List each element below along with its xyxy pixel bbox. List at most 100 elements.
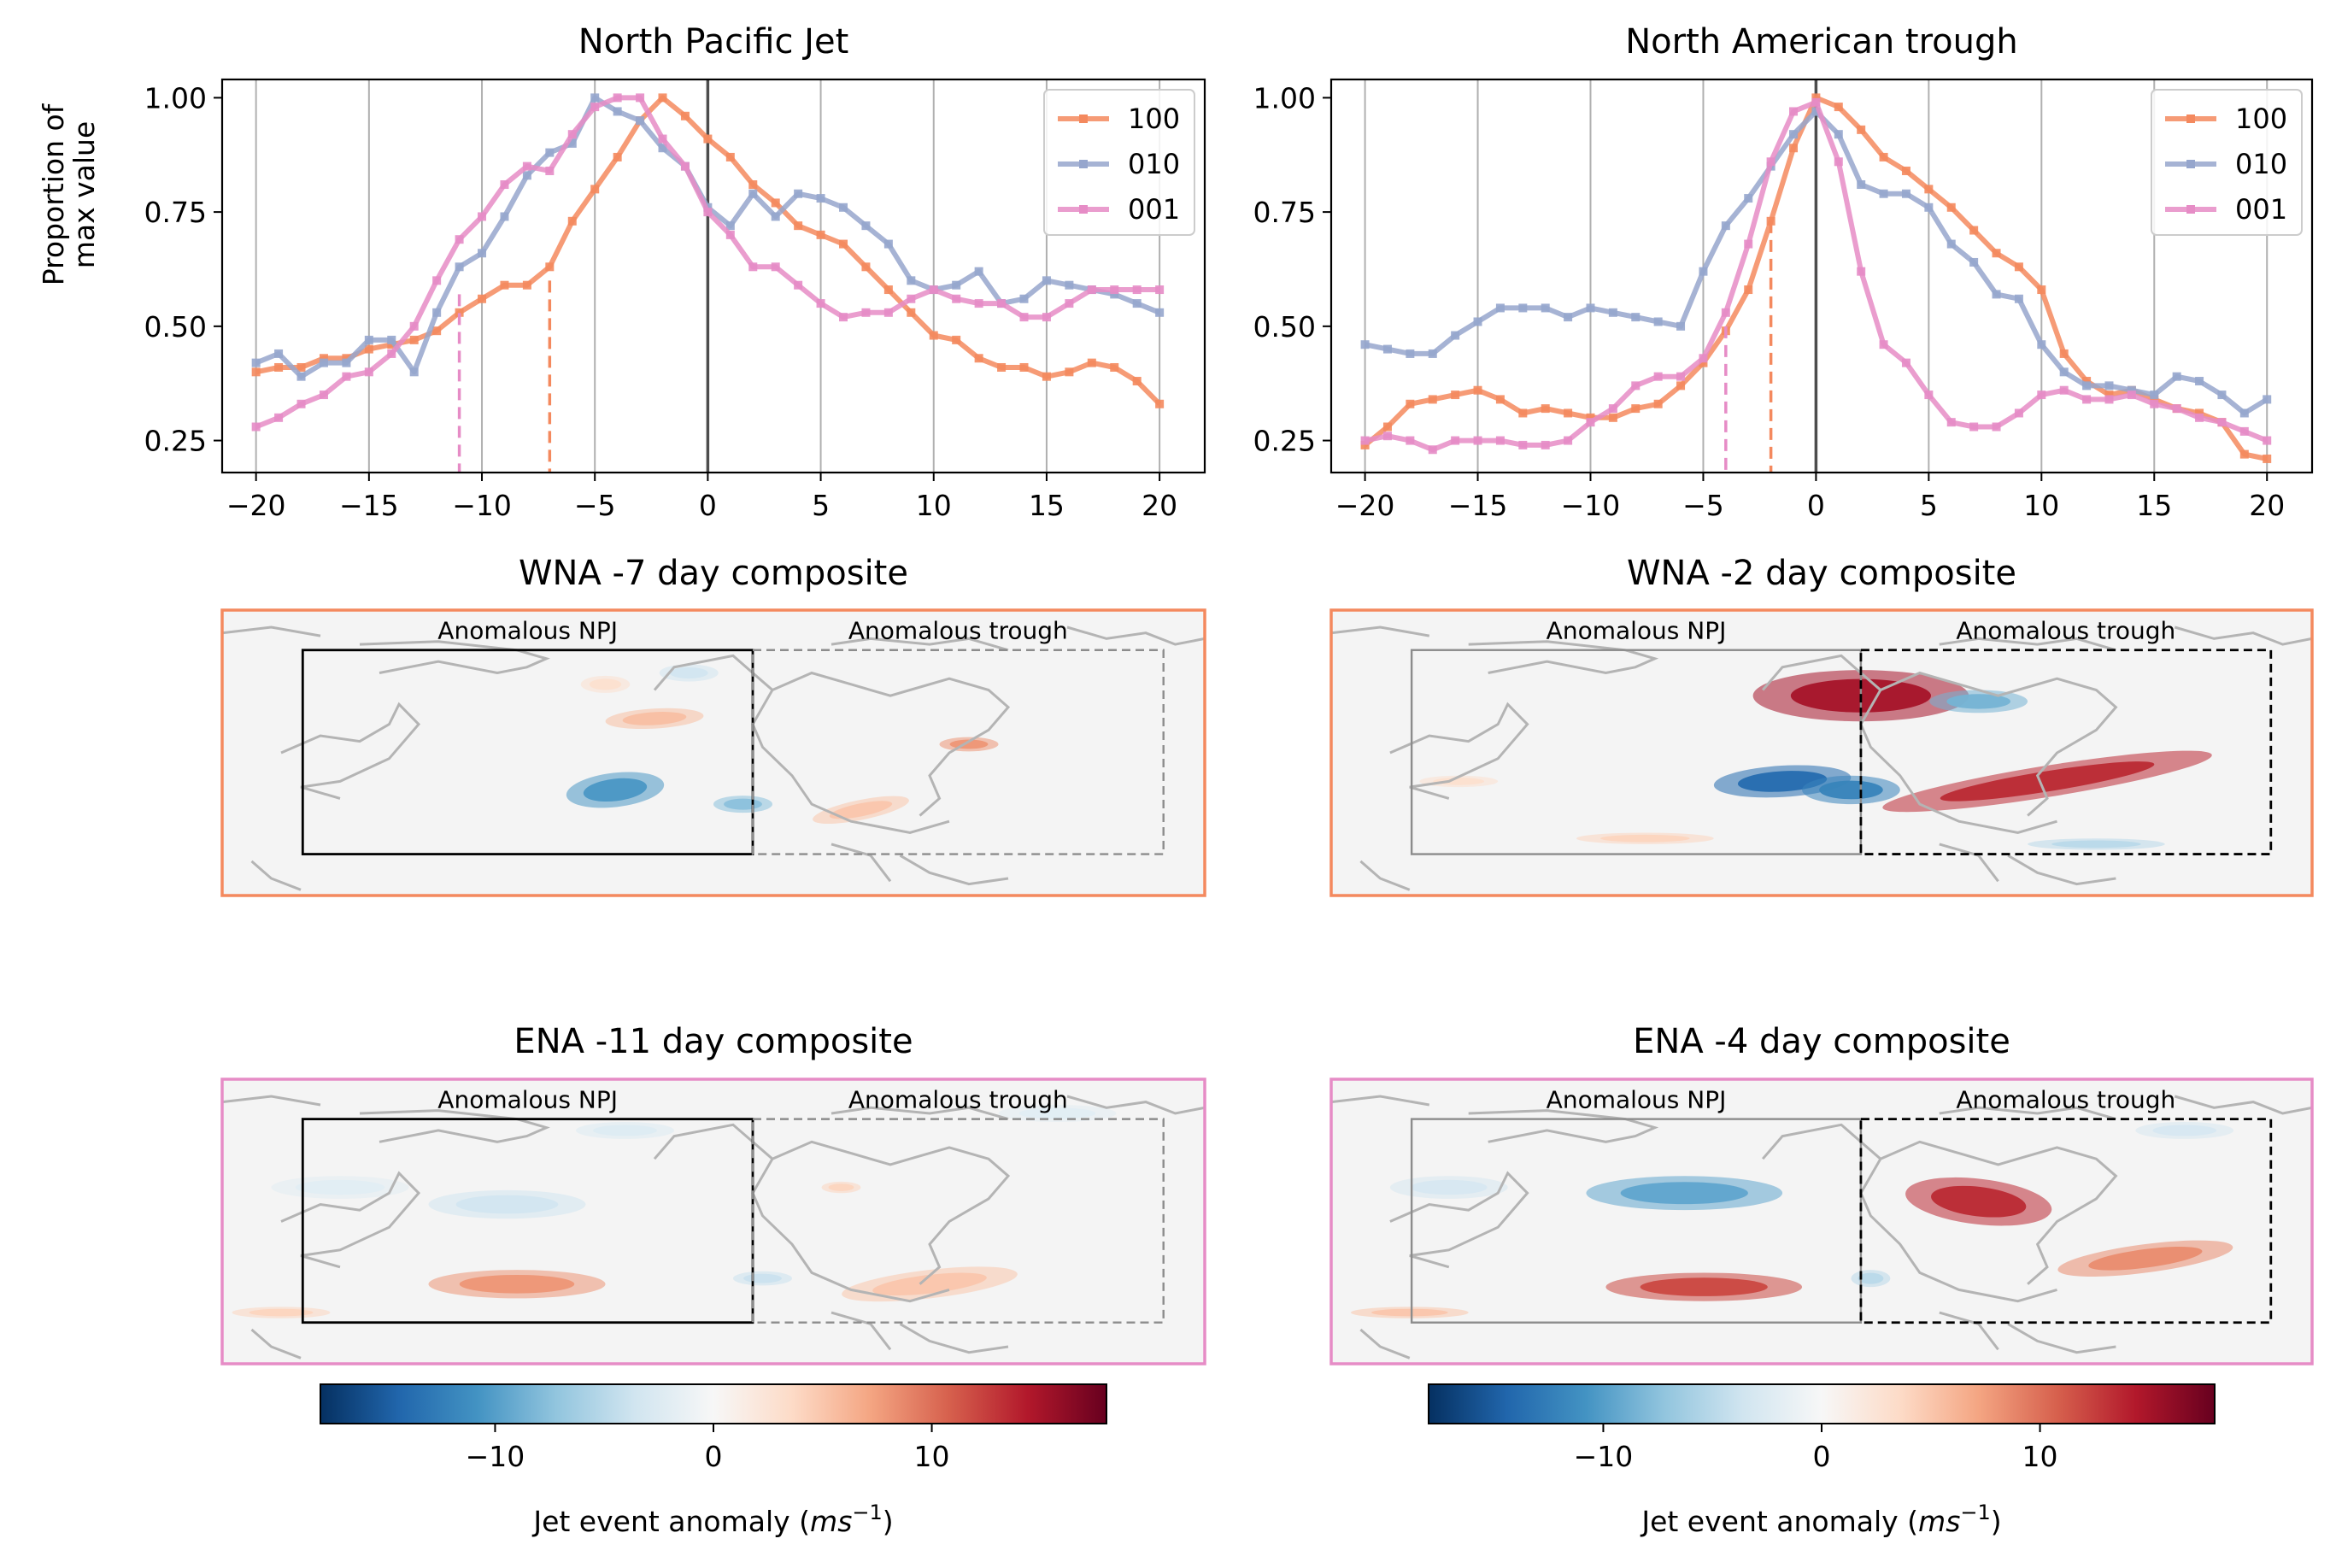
data-point xyxy=(545,148,555,157)
colorbar-label-unit: ms xyxy=(810,1505,852,1538)
anomaly-core xyxy=(743,1273,782,1283)
data-point xyxy=(590,93,600,103)
data-point xyxy=(2263,454,2272,463)
axes-frame xyxy=(220,78,1206,474)
chart-title: North Pacific Jet xyxy=(578,22,849,62)
data-point xyxy=(251,367,261,377)
map-panel-2: ENA -11 day composite Anomalous NPJ Anomal… xyxy=(220,1022,1206,1365)
legend-marker xyxy=(2186,160,2195,168)
data-point xyxy=(1110,290,1119,299)
data-point xyxy=(1541,404,1550,414)
coastline xyxy=(250,860,302,891)
trough-box xyxy=(751,1118,1165,1324)
anomaly-core xyxy=(1640,1277,1768,1296)
data-point xyxy=(1653,399,1663,408)
data-point xyxy=(997,299,1007,308)
data-point xyxy=(861,308,871,317)
anomaly-blob xyxy=(576,1121,674,1139)
data-point xyxy=(703,134,713,144)
data-point xyxy=(1631,381,1640,391)
data-point xyxy=(522,280,531,290)
data-point xyxy=(929,285,938,295)
coastline xyxy=(1939,843,1999,883)
anomaly-blob xyxy=(1882,750,2212,813)
anomaly-blob xyxy=(232,1307,331,1318)
anomaly-blob xyxy=(428,1270,606,1299)
data-point xyxy=(771,262,780,272)
data-point xyxy=(1901,189,1910,198)
colorbar-label-text: Jet event anomaly ( xyxy=(1640,1505,1918,1538)
x-tick-label: 20 xyxy=(1142,489,1177,522)
colorbar-label-close: ) xyxy=(883,1505,894,1538)
data-point xyxy=(455,235,464,244)
anomaly-core xyxy=(872,1272,987,1296)
legend-label: 010 xyxy=(1128,148,1180,180)
data-point xyxy=(1019,313,1029,322)
data-point xyxy=(1834,130,1843,139)
map-panel-3: ENA -4 day composite Anomalous NPJ Anomalo… xyxy=(1329,1022,2314,1365)
anomaly-core xyxy=(1931,1185,2027,1218)
data-point xyxy=(613,152,622,161)
data-point xyxy=(1428,445,1437,455)
data-point xyxy=(567,216,577,226)
data-point xyxy=(274,413,284,422)
data-point xyxy=(1042,276,1051,285)
coastline xyxy=(2174,1095,2312,1115)
anomaly-blob xyxy=(271,1176,409,1199)
anomaly-core xyxy=(1018,1107,1096,1119)
anomaly-core xyxy=(1600,834,1690,843)
anomaly-core xyxy=(622,712,687,725)
x-tick-label: 10 xyxy=(2023,489,2059,522)
data-point xyxy=(1653,317,1663,326)
line-panel-1: North American trough −20 −15 −10 −5 0 5 10 15 20… xyxy=(1253,22,2314,522)
data-point xyxy=(771,212,780,221)
coastline xyxy=(1066,625,1205,646)
data-point xyxy=(2172,372,2181,381)
data-point xyxy=(1879,152,1888,161)
colorbar-label: Jet event anomaly (ms−1) xyxy=(531,1500,893,1538)
data-point xyxy=(1382,432,1392,441)
data-point xyxy=(748,262,758,272)
data-point xyxy=(1518,303,1528,313)
trough-box-label: Anomalous trough xyxy=(1956,616,2175,644)
colorbar-tick-label: 10 xyxy=(914,1440,950,1473)
coastline xyxy=(1359,1328,1411,1360)
anomaly-blob xyxy=(1586,1176,1783,1211)
data-point xyxy=(2263,436,2272,445)
data-point xyxy=(2037,285,2046,295)
anomaly-blob xyxy=(733,1271,792,1286)
y-tick-label: 0.50 xyxy=(144,310,207,344)
data-point xyxy=(296,399,306,408)
anomaly-core xyxy=(249,1308,314,1317)
data-point xyxy=(2263,395,2272,404)
x-tick-label: 15 xyxy=(1029,489,1065,522)
anomaly-blob xyxy=(1605,1272,1803,1301)
anomaly-blob xyxy=(1802,775,1900,805)
data-point xyxy=(1586,413,1595,422)
data-point xyxy=(1155,285,1165,295)
data-point xyxy=(432,308,442,317)
data-point xyxy=(2150,395,2159,404)
colorbar-label-unit: ms xyxy=(1918,1505,1960,1538)
data-point xyxy=(1065,299,1074,308)
data-point xyxy=(2082,377,2092,386)
legend-label: 001 xyxy=(1128,193,1180,226)
data-point xyxy=(1946,239,1956,249)
data-point xyxy=(748,180,758,190)
x-tick-label: −20 xyxy=(226,489,286,522)
coastline xyxy=(1331,625,1430,637)
data-point xyxy=(1608,413,1617,422)
coastline xyxy=(831,1106,1009,1121)
map-background xyxy=(1331,1079,2312,1364)
data-point xyxy=(1110,362,1119,372)
x-tick-label: 5 xyxy=(1920,489,1938,522)
anomaly-blob xyxy=(1905,1177,2052,1226)
data-point xyxy=(545,166,555,175)
map-panels: WNA -7 day composite Anomalous NPJ Anomalo… xyxy=(220,554,2314,1365)
data-point xyxy=(1564,436,1573,445)
coastline xyxy=(831,1311,892,1351)
data-point xyxy=(1065,367,1074,377)
data-point xyxy=(1992,422,2001,432)
data-point xyxy=(725,230,735,239)
axes-frame xyxy=(1329,78,2314,474)
